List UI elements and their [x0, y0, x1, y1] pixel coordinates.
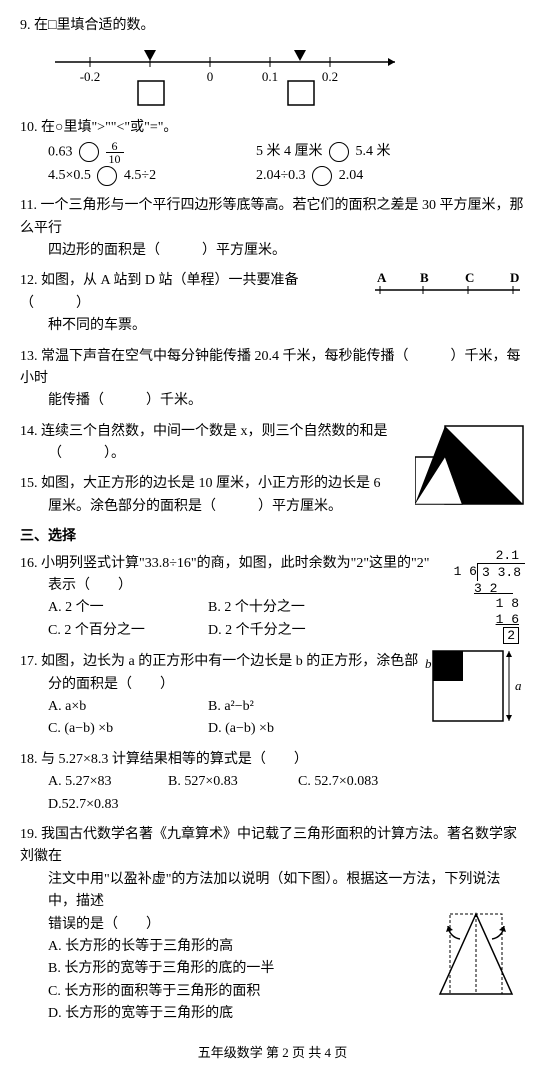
svg-text:b: b [425, 656, 432, 671]
q16-num: 16. [20, 556, 38, 571]
q15-text1: 如图，大正方形的边长是 10 厘米，小正方形的边长是 6 [41, 476, 381, 491]
q16-optD: D. 2 个千分之一 [208, 620, 306, 642]
q18-optB: B. 527×0.83 [168, 771, 278, 793]
q11-text1: 一个三角形与一个平行四边形等底等高。若它们的面积之差是 30 平方厘米，那么平行 [20, 198, 523, 235]
svg-text:B: B [420, 270, 429, 285]
question-12: A B C D 12. 如图，从 A 站到 D 站（单程）一共要准备（ ） 种不… [20, 270, 525, 337]
q10-frac: 6 10 [106, 140, 124, 165]
q11-text2: 四边形的面积是（ ）平方厘米。 [48, 240, 525, 262]
blank-circle[interactable] [329, 142, 349, 162]
q19-num: 19. [20, 827, 38, 842]
calc-s2: 1 6 [496, 612, 519, 627]
q14-num: 14. [20, 424, 38, 439]
q9-numberline: -0.2 0 0.1 0.2 [50, 47, 525, 107]
q10-text: 在○里填">""<"或"="。 [41, 120, 177, 135]
q10-num: 10. [20, 120, 38, 135]
q9-text: 在□里填合适的数。 [34, 18, 154, 33]
calc-remainder: 2 [503, 627, 519, 644]
q12-figure: A B C D [365, 270, 525, 298]
calc-s1: 3 2 [474, 581, 497, 596]
question-14: 14. 连续三个自然数，中间一个数是 x，则三个自然数的和是 （ ）。 [20, 421, 525, 466]
question-17: b a 17. 如图，边长为 a 的正方形中有一个边长是 b 的正方形，涂色部 … [20, 651, 525, 741]
q10-pair1: 0.63 6 10 [48, 140, 248, 165]
q13-text2: 能传播（ ）千米。 [48, 390, 525, 412]
blank-circle[interactable] [79, 142, 99, 162]
q12-num: 12. [20, 273, 38, 288]
q10-r2b: 4.5÷2 [124, 168, 156, 183]
frac-num: 6 [106, 140, 124, 153]
question-10: 10. 在○里填">""<"或"="。 0.63 6 10 5 米 4 厘米 5… [20, 117, 525, 187]
question-19: 19. 我国古代数学名著《九章算术》中记载了三角形面积的计算方法。著名数学家刘徽… [20, 824, 525, 1026]
q15-num: 15. [20, 476, 38, 491]
svg-text:0.2: 0.2 [322, 69, 338, 84]
q19-text1: 我国古代数学名著《九章算术》中记载了三角形面积的计算方法。著名数学家刘徽在 [20, 827, 517, 864]
svg-text:a: a [515, 678, 522, 693]
section-3-title: 三、选择 [20, 526, 525, 548]
question-13: 13. 常温下声音在空气中每分钟能传播 20.4 千米，每秒能传播（ ）千米，每… [20, 346, 525, 413]
frac-den: 10 [106, 153, 124, 165]
q17-optA: A. a×b [48, 696, 188, 718]
q13-num: 13. [20, 349, 38, 364]
q17-text1: 如图，边长为 a 的正方形中有一个边长是 b 的正方形，涂色部 [41, 654, 418, 669]
q10-r1a: 0.63 [48, 145, 73, 160]
q19-optD: D. 长方形的宽等于三角形的底 [48, 1003, 525, 1025]
q10-pair3: 4.5×0.5 4.5÷2 [48, 165, 248, 187]
q18-optC: C. 52.7×0.083 [298, 771, 418, 793]
q18-optA: A. 5.27×83 [48, 771, 148, 793]
q19-figure [430, 904, 525, 999]
question-9: 9. 在□里填合适的数。 -0.2 0 0.1 0.2 [20, 15, 525, 107]
q16-optB: B. 2 个十分之一 [208, 597, 305, 619]
q10-pair2: 5 米 4 厘米 5.4 米 [256, 141, 391, 163]
svg-text:0.1: 0.1 [262, 69, 278, 84]
svg-text:D: D [510, 270, 519, 285]
q14-text: 连续三个自然数，中间一个数是 x，则三个自然数的和是 [41, 424, 388, 439]
calc-dividend: 3 3.8 [477, 563, 525, 581]
question-15: 15. 如图，大正方形的边长是 10 厘米，小正方形的边长是 6 厘米。涂色部分… [20, 473, 525, 518]
q18-text: 与 5.27×8.3 计算结果相等的算式是（ ） [41, 752, 308, 767]
question-16: 2.1 1 6 3 3.8 3 2 1 8 1 6 2 16. 小明列竖式计算"… [20, 553, 525, 644]
q10-r1c: 5 米 4 厘米 [256, 144, 323, 159]
calc-r1: 1 8 [496, 596, 519, 611]
svg-text:C: C [465, 270, 474, 285]
q10-r2a: 4.5×0.5 [48, 168, 91, 183]
question-11: 11. 一个三角形与一个平行四边形等底等高。若它们的面积之差是 30 平方厘米，… [20, 195, 525, 262]
q16-optA: A. 2 个一 [48, 597, 188, 619]
q10-pair4: 2.04÷0.3 2.04 [256, 165, 363, 187]
numberline-svg: -0.2 0 0.1 0.2 [50, 47, 410, 107]
q11-num: 11. [20, 198, 37, 213]
q16-calculation: 2.1 1 6 3 3.8 3 2 1 8 1 6 2 [454, 548, 525, 644]
svg-text:-0.2: -0.2 [80, 69, 101, 84]
q10-r2d: 2.04 [339, 168, 364, 183]
q12-text2: 种不同的车票。 [48, 315, 525, 337]
q10-r1d: 5.4 米 [356, 144, 391, 159]
q18-optD: D.52.7×0.83 [48, 794, 119, 816]
q18-num: 18. [20, 752, 38, 767]
calc-divisor: 1 6 [454, 563, 477, 580]
q17-optB: B. a²−b² [208, 696, 254, 718]
blank-circle[interactable] [312, 166, 332, 186]
svg-text:A: A [377, 270, 387, 285]
svg-text:0: 0 [207, 69, 214, 84]
q17-num: 17. [20, 654, 38, 669]
q16-optC: C. 2 个百分之一 [48, 620, 188, 642]
q17-figure: b a [425, 646, 525, 726]
q15-text2: 厘米。涂色部分的面积是（ ）平方厘米。 [48, 496, 525, 518]
q16-text1: 小明列竖式计算"33.8÷16"的商，如图，此时余数为"2"这里的"2" [41, 556, 429, 571]
question-18: 18. 与 5.27×8.3 计算结果相等的算式是（ ） A. 5.27×83 … [20, 749, 525, 816]
blank-circle[interactable] [97, 166, 117, 186]
q9-num: 9. [20, 18, 31, 33]
q10-r2c: 2.04÷0.3 [256, 168, 306, 183]
q17-optD: D. (a−b) ×b [208, 718, 274, 740]
q12-text1: 如图，从 A 站到 D 站（单程）一共要准备（ ） [20, 273, 298, 310]
q17-optC: C. (a−b) ×b [48, 718, 188, 740]
calc-quotient: 2.1 [496, 548, 519, 563]
page-footer: 五年级数学 第 2 页 共 4 页 [20, 1043, 525, 1064]
q13-text1: 常温下声音在空气中每分钟能传播 20.4 千米，每秒能传播（ ）千米，每小时 [20, 349, 521, 386]
